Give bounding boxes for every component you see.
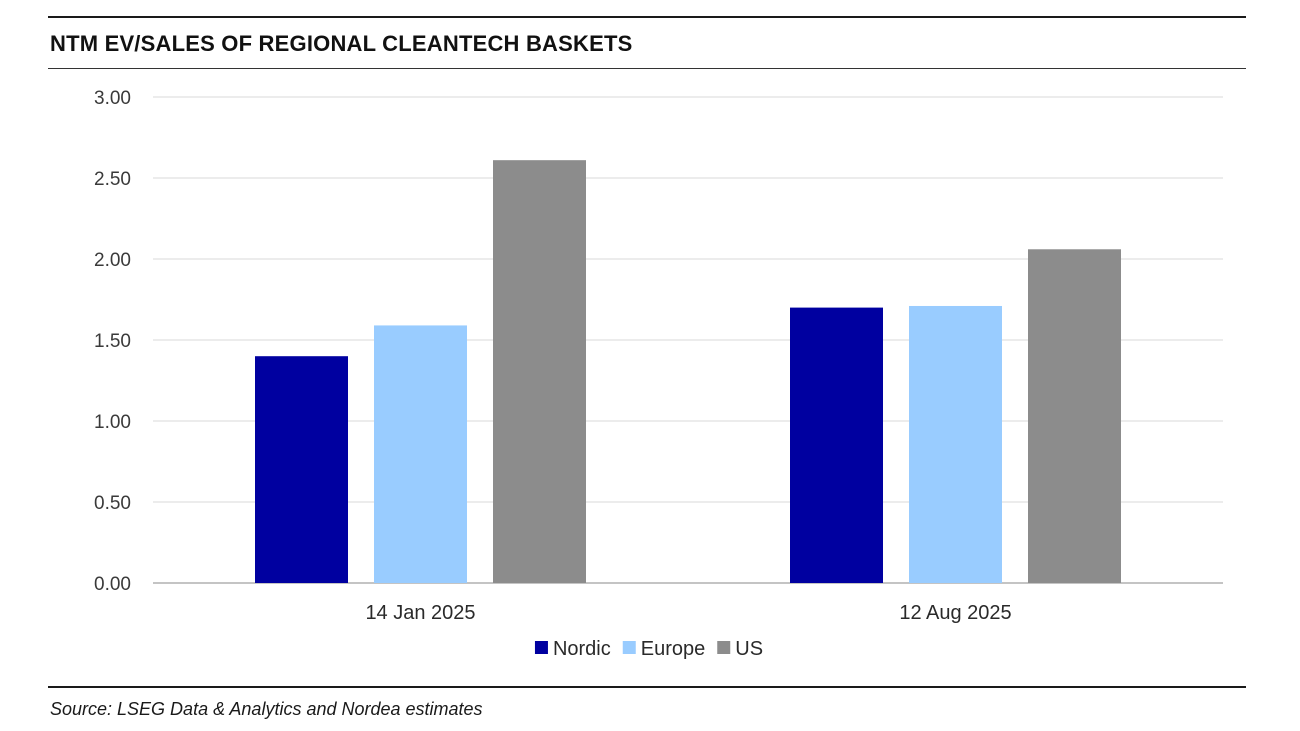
bar-nordic-1: [255, 356, 348, 583]
x-category-label: 12 Aug 2025: [899, 602, 1011, 624]
legend-swatch-europe: [622, 641, 636, 654]
y-tick-label: 2.50: [94, 169, 131, 190]
bar-us-1: [493, 160, 586, 583]
bottom-rule: [48, 686, 1246, 688]
bars: [255, 160, 1121, 583]
category-labels: 14 Jan 2025 12 Aug 2025: [365, 602, 1011, 624]
bar-europe-2: [909, 305, 1002, 583]
y-tick-label: 3.00: [94, 88, 131, 109]
chart-title: NTM EV/SALES OF REGIONAL CLEANTECH BASKE…: [50, 31, 633, 56]
y-axis-ticks: 0.00 0.50 1.00 1.50 2.00 2.50 3.00: [94, 88, 131, 595]
legend-label-europe: Europe: [641, 638, 706, 660]
y-tick-label: 0.00: [94, 574, 131, 595]
y-tick-label: 1.00: [94, 412, 131, 433]
title-rule: [48, 68, 1246, 69]
y-tick-label: 2.00: [94, 250, 131, 271]
x-category-label: 14 Jan 2025: [365, 602, 475, 624]
legend-swatch-us: [717, 641, 731, 654]
y-tick-label: 0.50: [94, 493, 131, 514]
top-rule: [48, 16, 1246, 18]
legend-label-us: US: [735, 638, 763, 660]
bar-us-2: [1028, 249, 1121, 583]
y-tick-label: 1.50: [94, 331, 131, 352]
source-note: Source: LSEG Data & Analytics and Nordea…: [50, 699, 483, 719]
bar-europe-1: [374, 325, 467, 583]
legend-label-nordic: Nordic: [553, 638, 611, 660]
bar-nordic-2: [790, 307, 883, 583]
legend: Nordic Europe US: [534, 638, 763, 660]
legend-swatch-nordic: [534, 641, 548, 654]
